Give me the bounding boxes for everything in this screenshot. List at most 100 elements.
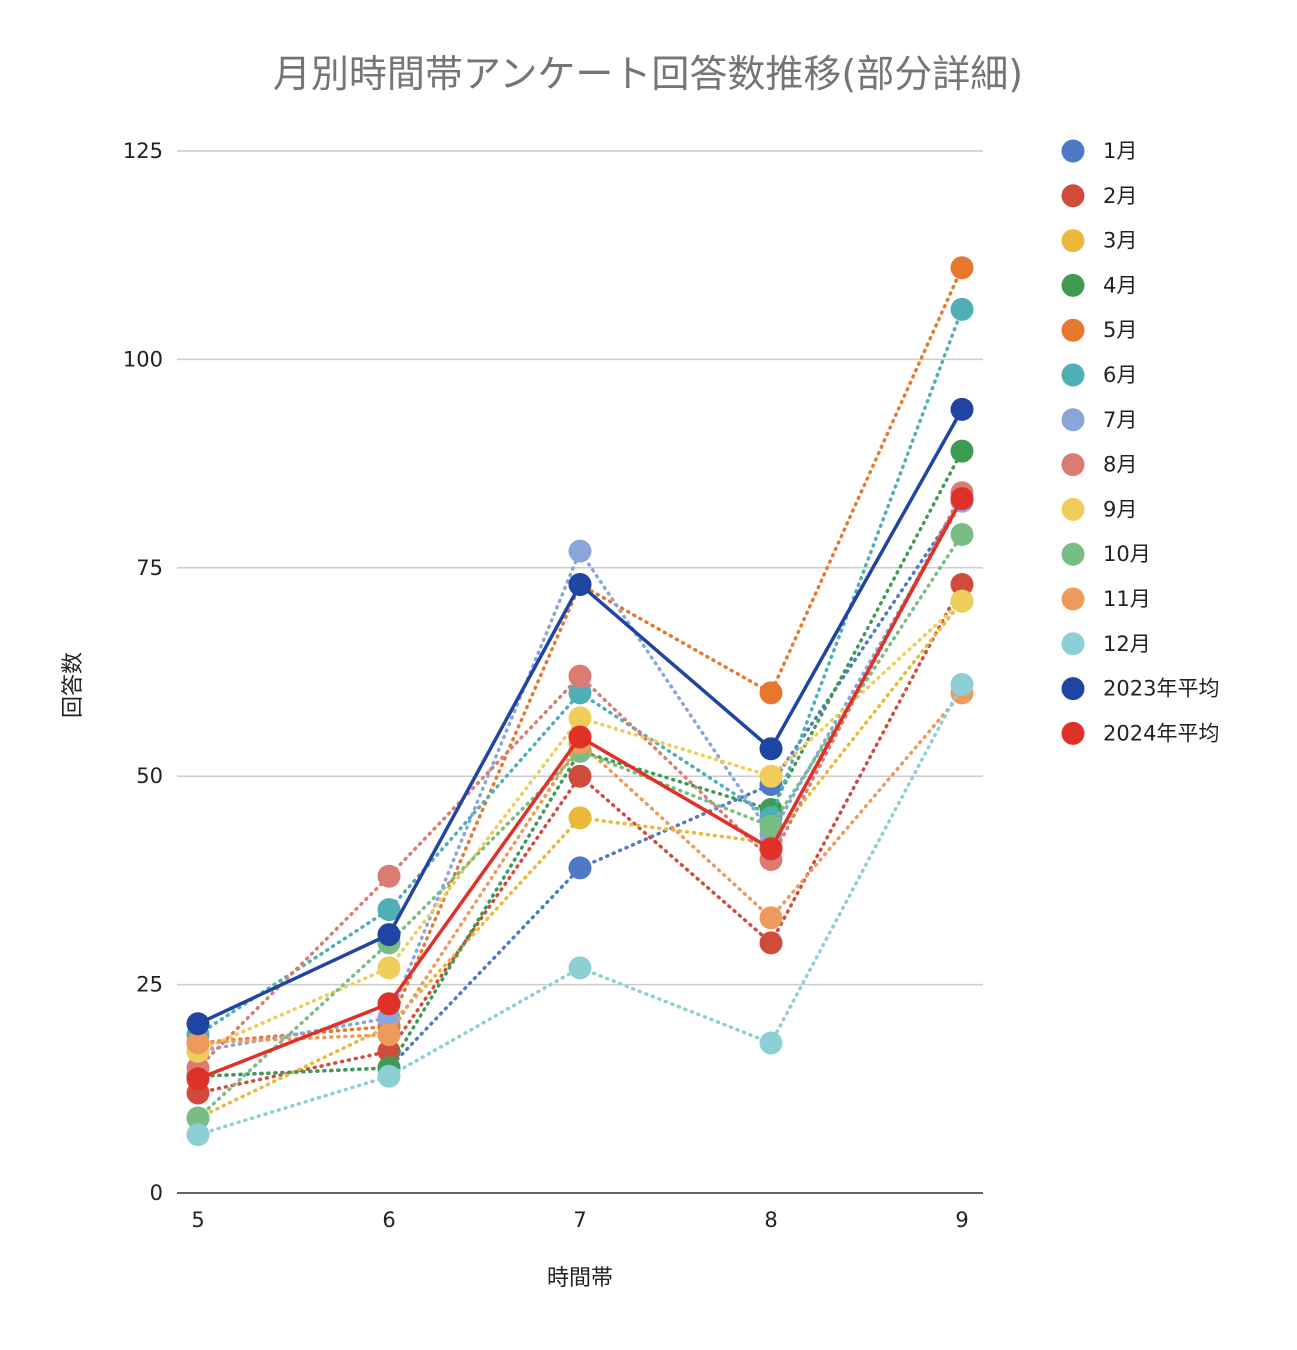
series-line (196, 599, 964, 1054)
legend-marker (1061, 184, 1085, 208)
data-point (186, 1012, 210, 1036)
data-point (950, 256, 974, 280)
legend-item: 2024年平均 (1061, 721, 1219, 745)
data-point (568, 806, 592, 830)
legend-label: 6月 (1103, 363, 1137, 387)
legend-item: 3月 (1061, 229, 1137, 253)
data-point (759, 814, 783, 838)
x-tick-label: 7 (573, 1208, 586, 1232)
y-axis-title: 回答数 (61, 652, 86, 718)
legend-label: 2024年平均 (1103, 721, 1219, 745)
chart-title: 月別時間帯アンケート回答数推移(部分詳細) (273, 52, 1023, 96)
legend-item: 10月 (1061, 542, 1151, 566)
legend: 1月 2月 3月 4月 5月 6月 7月 8月 9月 10月 11月 12月 2023年平均 2024年平… (1061, 139, 1219, 745)
series-4月 (186, 439, 974, 1088)
data-point (950, 572, 974, 596)
legend-marker (1061, 497, 1085, 521)
legend-label: 2023年平均 (1103, 677, 1219, 701)
y-tick-label: 125 (123, 139, 163, 163)
x-axis-title: 時間帯 (547, 1266, 613, 1291)
y-tick-label: 100 (123, 347, 163, 371)
data-point (568, 664, 592, 688)
x-tick-label: 5 (191, 1208, 204, 1232)
legend-item: 9月 (1061, 497, 1137, 521)
legend-label: 2月 (1103, 184, 1137, 208)
legend-item: 5月 (1061, 318, 1137, 342)
data-point (759, 764, 783, 788)
legend-marker (1061, 677, 1085, 701)
legend-label: 4月 (1103, 273, 1137, 297)
y-tick-label: 25 (136, 973, 163, 997)
data-point (950, 673, 974, 697)
gridlines (177, 150, 983, 986)
legend-label: 5月 (1103, 318, 1137, 342)
data-point (377, 864, 401, 888)
data-point (377, 1064, 401, 1088)
legend-item: 12月 (1061, 632, 1151, 656)
legend-label: 12月 (1103, 632, 1151, 656)
legend-label: 10月 (1103, 542, 1151, 566)
legend-item: 4月 (1061, 273, 1137, 297)
data-point (759, 837, 783, 861)
legend-marker (1061, 632, 1085, 656)
data-point (377, 898, 401, 922)
data-point (568, 725, 592, 749)
data-point (568, 856, 592, 880)
data-point (568, 539, 592, 563)
legend-label: 3月 (1103, 229, 1137, 253)
y-tick-label: 50 (136, 764, 163, 788)
legend-marker (1061, 363, 1085, 387)
data-point (950, 439, 974, 463)
data-point (950, 487, 974, 511)
legend-marker (1061, 453, 1085, 477)
legend-item: 8月 (1061, 453, 1137, 477)
series-5月 (186, 256, 974, 1055)
legend-item: 2月 (1061, 184, 1137, 208)
data-point (186, 1031, 210, 1055)
legend-marker (1061, 318, 1085, 342)
data-point (759, 737, 783, 761)
data-point (377, 1023, 401, 1047)
legend-label: 8月 (1103, 453, 1137, 477)
legend-label: 9月 (1103, 497, 1137, 521)
data-point (186, 1067, 210, 1091)
legend-item: 7月 (1061, 408, 1137, 432)
data-point (377, 956, 401, 980)
data-point (186, 1123, 210, 1147)
legend-marker (1061, 408, 1085, 432)
data-point (568, 706, 592, 730)
y-tick-label: 0 (150, 1181, 163, 1205)
axes: 0 25 50 75 100 125 5 6 7 8 9 (123, 139, 983, 1232)
data-point (377, 992, 401, 1016)
data-point (568, 764, 592, 788)
data-point (950, 397, 974, 421)
data-point (759, 931, 783, 955)
data-point (568, 681, 592, 705)
legend-item: 11月 (1061, 587, 1151, 611)
legend-label: 11月 (1103, 587, 1151, 611)
legend-label: 1月 (1103, 139, 1137, 163)
data-point (759, 681, 783, 705)
legend-item: 2023年平均 (1061, 677, 1219, 701)
series-2023年平均 (186, 397, 974, 1036)
y-tick-label: 75 (136, 556, 163, 580)
data-point (759, 906, 783, 930)
x-tick-label: 8 (764, 1208, 777, 1232)
series-2024年平均 (186, 487, 974, 1091)
legend-marker (1061, 139, 1085, 163)
x-tick-label: 9 (955, 1208, 968, 1232)
legend-marker (1061, 229, 1085, 253)
data-point (950, 297, 974, 321)
legend-marker (1061, 587, 1085, 611)
legend-marker (1061, 542, 1085, 566)
legend-label: 7月 (1103, 408, 1137, 432)
data-point (568, 572, 592, 596)
legend-item: 1月 (1061, 139, 1137, 163)
series-line (196, 599, 964, 1120)
legend-item: 6月 (1061, 363, 1137, 387)
data-point (377, 923, 401, 947)
legend-marker (1061, 721, 1085, 745)
data-point (568, 956, 592, 980)
